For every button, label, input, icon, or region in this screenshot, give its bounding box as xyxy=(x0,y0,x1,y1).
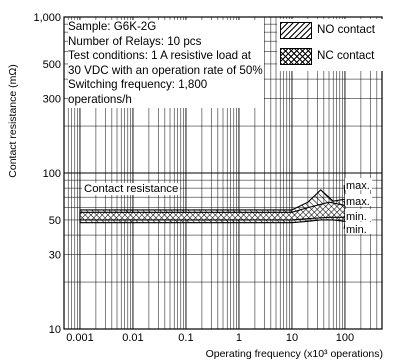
note-line: Number of Relays: 10 pcs xyxy=(68,34,202,48)
y-tick-labels: 10 30 50 100 300 500 1,000 xyxy=(33,12,61,336)
label-background xyxy=(345,222,372,234)
leader-line xyxy=(343,200,346,206)
y-tick-label: 1,000 xyxy=(33,12,61,24)
legend-item-no-contact: NO contact xyxy=(277,19,384,45)
x-tick-label: 10 xyxy=(286,332,298,344)
band-label-min: min. xyxy=(346,224,367,236)
leader-line xyxy=(343,221,346,230)
x-tick-label: 0.001 xyxy=(66,332,94,344)
legend-label: NC contact xyxy=(317,49,375,62)
plot-frame xyxy=(63,16,383,330)
leader-line xyxy=(343,215,346,218)
y-tick-label: 30 xyxy=(49,250,61,262)
x-tick-label: 0.1 xyxy=(178,332,193,344)
x-axis-label: Operating frequency (x10³ operations) xyxy=(206,348,383,360)
x-tick-label: 0.01 xyxy=(122,332,143,344)
cross-hatch-swatch-icon xyxy=(280,48,312,65)
legend-label: NO contact xyxy=(317,23,375,36)
x-tick-label: 1 xyxy=(236,332,242,344)
legend-item-nc-contact: NC contact xyxy=(277,45,384,71)
y-tick-label: 100 xyxy=(43,168,61,180)
y-tick-label: 500 xyxy=(43,59,61,71)
band-labels: max. max. min.min. xyxy=(343,178,372,236)
label-background xyxy=(345,178,372,190)
band-label-max: max. xyxy=(346,196,370,208)
diagonal-hatch-swatch-icon xyxy=(280,22,312,39)
contact-resistance-annotation: Contact resistance xyxy=(82,183,181,195)
label-background xyxy=(345,194,372,206)
band-label-max: max. xyxy=(346,180,370,192)
band-label-min: min. xyxy=(346,211,367,223)
y-tick-label: 10 xyxy=(49,324,61,336)
leader-line xyxy=(343,184,346,200)
note-line: Sample: G6K-2G xyxy=(68,20,157,33)
test-conditions-note: Sample: G6K-2G Number of Relays: 10 pcs … xyxy=(68,20,264,108)
y-tick-label: 50 xyxy=(49,215,61,227)
x-tick-labels: 0.001 0.01 0.1 1 10 100 xyxy=(66,332,354,344)
y-tick-label: 300 xyxy=(43,94,61,106)
y-axis-label: Contact resistance (mΩ) xyxy=(7,64,19,177)
label-background xyxy=(345,209,372,221)
legend: NO contact NC contact xyxy=(277,19,384,71)
band-nc-contact xyxy=(79,189,346,224)
note-line: Test conditions: 1 A resistive load at 3… xyxy=(68,49,263,77)
x-tick-label: 100 xyxy=(336,332,354,344)
note-line: Switching frequency: 1,800 operations/h xyxy=(68,78,208,106)
